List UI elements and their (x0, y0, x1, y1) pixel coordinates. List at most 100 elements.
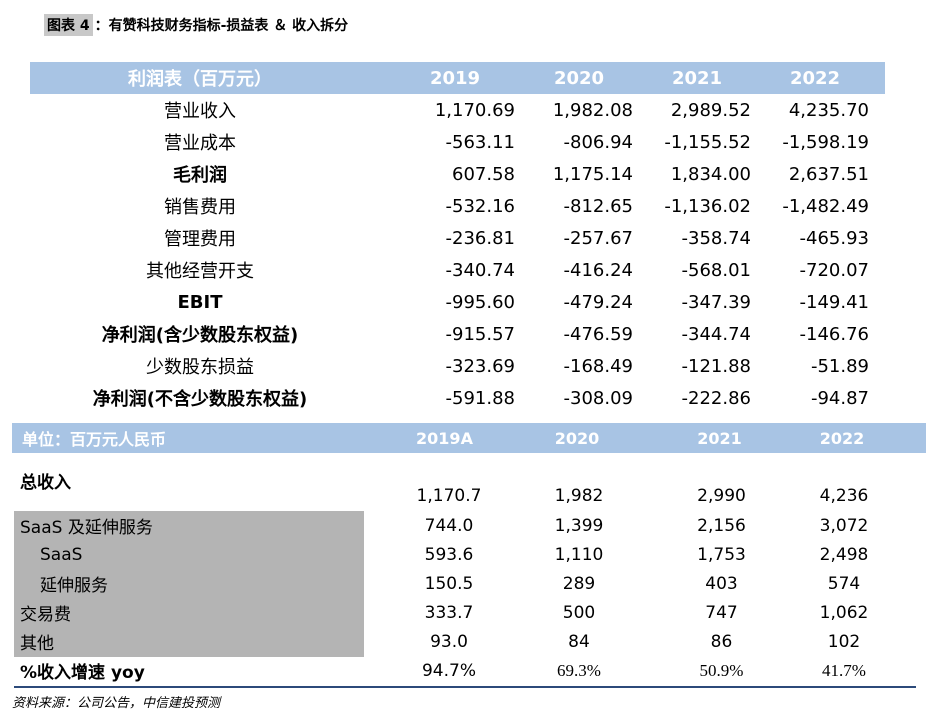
table-row: 毛利润 607.58 1,175.14 1,834.00 2,637.51 (30, 158, 885, 190)
row-label: 其他经营开支 (146, 261, 254, 282)
table-row: EBIT -995.60 -479.24 -347.39 -149.41 (30, 286, 885, 318)
cell-value: 93.0 (430, 631, 468, 652)
table-row: 管理费用 -236.81 -257.67 -358.74 -465.93 (30, 222, 885, 254)
cell-value: -812.65 (563, 195, 633, 217)
source-note: 资料来源：公司公告，中信建投预测 (12, 696, 221, 711)
income-table-header: 利润表（百万元） 2019 2020 2021 2022 (30, 62, 885, 94)
table-row: 1,170.7 1,982 2,990 4,236 (14, 481, 914, 510)
row-label: 少数股东损益 (146, 357, 254, 378)
cell-value: -479.24 (563, 291, 633, 313)
cell-value: -476.59 (563, 323, 633, 345)
table-row: SaaS 及延伸服务 744.0 1,399 2,156 3,072 (14, 511, 914, 540)
table-row: SaaS 593.6 1,110 1,753 2,498 (14, 540, 914, 569)
row-label: 管理费用 (164, 229, 236, 250)
cell-value: 69.3% (557, 660, 601, 680)
header-year: 2020 (553, 67, 605, 89)
cell-value: 289 (562, 573, 596, 594)
header-year: 2021 (671, 67, 723, 89)
cell-value: -149.41 (799, 291, 869, 313)
cell-value: 2,989.52 (670, 99, 751, 121)
table-row: 净利润(不含少数股东权益) -591.88 -308.09 -222.86 -9… (30, 382, 885, 414)
figure-title-text: ：有赞科技财务指标-损益表 ＆ 收入拆分 (94, 18, 349, 34)
cell-value: -568.01 (681, 259, 751, 281)
cell-value: 500 (562, 602, 596, 623)
cell-value: 1,982.08 (552, 99, 633, 121)
cell-value: 150.5 (424, 573, 474, 594)
cell-value: 3,072 (819, 515, 869, 536)
cell-value: 1,110 (554, 544, 604, 565)
cell-value: 2,156 (697, 515, 746, 536)
cell-value: -344.74 (681, 323, 751, 345)
row-label: 总收入 (20, 473, 71, 493)
cell-value: -323.69 (445, 355, 515, 377)
row-label: EBIT (177, 291, 223, 313)
cell-value: 4,235.70 (788, 99, 869, 121)
header-year: 2022 (819, 428, 865, 448)
cell-value: 403 (705, 573, 738, 594)
cell-value: 747 (705, 602, 738, 623)
cell-value: -806.94 (563, 131, 633, 153)
cell-value: 84 (568, 631, 590, 652)
figure-title: 图表 4 ：有赞科技财务指标-损益表 ＆ 收入拆分 (44, 14, 348, 36)
cell-value: -995.60 (445, 291, 515, 313)
cell-value: 1,062 (819, 602, 869, 623)
cell-value: 41.7% (822, 660, 866, 680)
cell-value: 574 (827, 573, 861, 594)
cell-value: -347.39 (681, 291, 751, 313)
cell-value: -720.07 (799, 259, 869, 281)
row-label: SaaS (40, 544, 83, 565)
cell-value: 1,399 (554, 515, 604, 536)
table-row: 其他经营开支 -340.74 -416.24 -568.01 -720.07 (30, 254, 885, 286)
cell-value: 2,637.51 (788, 163, 869, 185)
cell-value: 86 (710, 631, 733, 652)
cell-value: 744.0 (424, 515, 474, 536)
row-label: 净利润(含少数股东权益) (101, 325, 299, 346)
cell-value: -222.86 (681, 387, 751, 409)
table-row: 销售费用 -532.16 -812.65 -1,136.02 -1,482.49 (30, 190, 885, 222)
category-shading (14, 511, 364, 657)
row-label: 净利润(不含少数股东权益) (92, 389, 308, 410)
table-row: 净利润(含少数股东权益) -915.57 -476.59 -344.74 -14… (30, 318, 885, 350)
cell-value: -465.93 (799, 227, 869, 249)
cell-value: -1,482.49 (782, 195, 869, 217)
cell-value: -358.74 (681, 227, 751, 249)
cell-value: -94.87 (810, 387, 869, 409)
cell-value: 2,990 (697, 485, 746, 506)
cell-value: 4,236 (819, 485, 869, 506)
cell-value: -563.11 (445, 131, 515, 153)
cell-value: 593.6 (424, 544, 474, 565)
cell-value: 1,753 (697, 544, 746, 565)
figure-tag: 图表 4 (44, 14, 93, 36)
cell-value: -1,598.19 (782, 131, 869, 153)
cell-value: -915.57 (445, 323, 515, 345)
cell-value: -146.76 (799, 323, 869, 345)
row-label: %收入增速 yoy (20, 663, 145, 683)
cell-value: -1,155.52 (664, 131, 751, 153)
cell-value: -416.24 (563, 259, 633, 281)
row-label: 销售费用 (164, 197, 236, 218)
cell-value: -236.81 (445, 227, 515, 249)
cell-value: -308.09 (563, 387, 633, 409)
cell-value: 333.7 (424, 602, 474, 623)
cell-value: 1,175.14 (552, 163, 633, 185)
revenue-table-header: 单位：百万元人民币 2019A 2020 2021 2022 (12, 423, 926, 453)
header-label: 单位：百万元人民币 (22, 430, 167, 449)
cell-value: -51.89 (810, 355, 869, 377)
cell-value: 102 (827, 631, 861, 652)
header-year: 2021 (697, 428, 742, 448)
cell-value: -1,136.02 (664, 195, 751, 217)
row-label: SaaS 及延伸服务 (20, 518, 153, 538)
cell-value: -257.67 (563, 227, 633, 249)
table-row: 交易费 333.7 500 747 1,062 (14, 598, 914, 627)
cell-value: 1,982 (554, 485, 604, 506)
cell-value: -168.49 (563, 355, 633, 377)
cell-value: -532.16 (445, 195, 515, 217)
header-year: 2019A (416, 428, 473, 448)
table-row: 少数股东损益 -323.69 -168.49 -121.88 -51.89 (30, 350, 885, 382)
row-label: 毛利润 (173, 165, 227, 186)
table-row: 总收入 (14, 466, 914, 495)
income-statement-table: 利润表（百万元） 2019 2020 2021 2022 营业收入 1,170.… (30, 62, 885, 414)
header-label: 利润表（百万元） (128, 69, 272, 90)
row-label: 其他 (20, 634, 54, 654)
cell-value: 607.58 (452, 163, 515, 185)
